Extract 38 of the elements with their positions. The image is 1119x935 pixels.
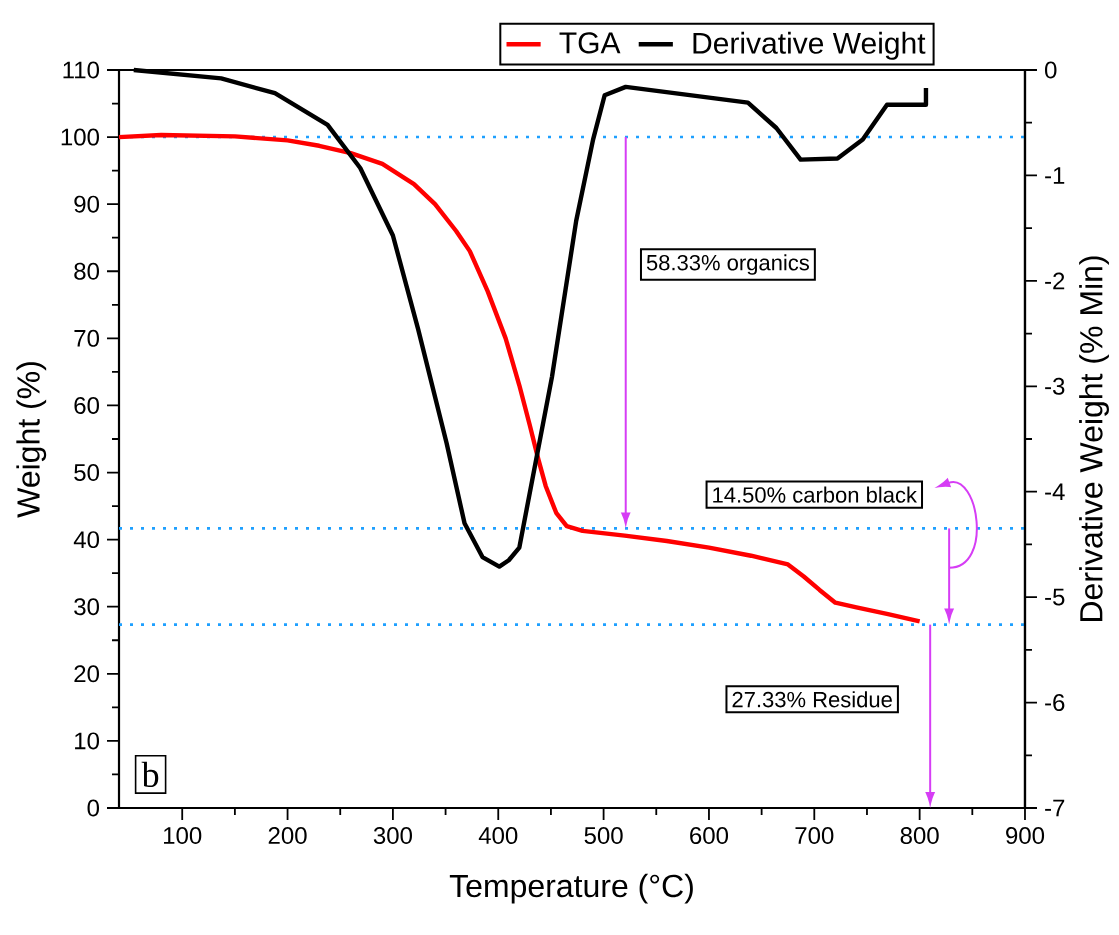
- annotation: 27.33% Residue: [732, 691, 892, 708]
- y-tick-label: 90: [74, 195, 100, 213]
- legend-label: Derivative Weight: [693, 31, 926, 60]
- x-tick-label: 500: [584, 827, 623, 845]
- y-tick-label: 50: [74, 464, 100, 482]
- x-tick-label: 400: [478, 827, 518, 845]
- y-tick-label: 100: [61, 128, 99, 146]
- x-tick-label: 800: [900, 827, 939, 845]
- y-tick-label: 20: [74, 665, 100, 683]
- y-tick-label: 10: [75, 732, 100, 750]
- x-tick-label: 600: [690, 827, 729, 845]
- x-tick-label: 300: [373, 827, 412, 845]
- y2-tick-label: -4: [1045, 483, 1065, 500]
- x-tick-label: 900: [1006, 827, 1045, 845]
- y2-tick-label: -1: [1045, 167, 1065, 184]
- legend-label: TGA: [559, 32, 621, 54]
- y-tick-label: 70: [74, 329, 100, 347]
- y-tick-label: 80: [74, 262, 100, 280]
- x-tick-label: 700: [795, 827, 834, 845]
- y-tick-label: 0: [87, 799, 100, 817]
- x-tick-label: 200: [268, 827, 307, 845]
- y-tick-label: 110: [63, 61, 100, 79]
- y2-tick-label: 0: [1045, 61, 1057, 79]
- y2-tick-label: -7: [1045, 799, 1065, 817]
- y-tick-label: 30: [74, 598, 100, 616]
- y-axis-title: Weight (%): [16, 362, 47, 518]
- y-tick-label: 60: [74, 396, 100, 414]
- y-tick-label: 40: [73, 531, 100, 549]
- x-tick-label: 100: [164, 827, 202, 845]
- annotation: 58.33% organics: [646, 254, 809, 275]
- x-axis-title: Temperature (°C): [449, 873, 693, 904]
- y2-axis-title: Derivative Weight (% Min): [1079, 256, 1109, 621]
- y2-tick-label: -5: [1045, 588, 1065, 606]
- y2-tick-label: -6: [1045, 694, 1065, 712]
- y2-tick-label: -3: [1045, 377, 1065, 395]
- annotation: b: [141, 761, 159, 788]
- annotation: 14.50% carbon black: [713, 486, 918, 503]
- y2-tick-label: -2: [1045, 272, 1065, 290]
